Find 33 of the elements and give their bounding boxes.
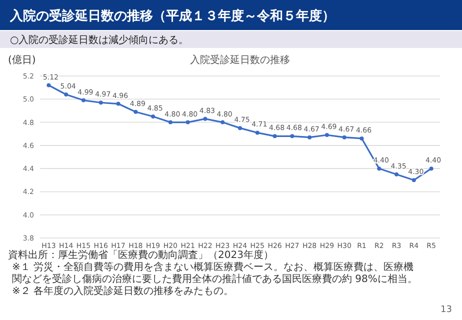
point — [324, 133, 329, 138]
point — [342, 135, 346, 140]
point — [168, 120, 172, 124]
text: 資料出所：厚生労働省「医療費の動向調査」（2023年度） — [8, 249, 274, 261]
point — [429, 166, 434, 171]
chart-subtitle: ○入院の受診延日数は減少傾向にある。 — [10, 34, 189, 46]
point — [186, 120, 190, 124]
text: ※１ 労災・全額自費等の費用を含まない概算医療費ベース。なお、概算医療費は、医療機関などを受診し傷病の治療に要した費用全体の推計値である国民医療費の約 98%に相当。 — [12, 261, 418, 285]
point — [81, 98, 86, 102]
point — [272, 134, 277, 138]
point — [394, 172, 399, 176]
point — [360, 136, 364, 140]
point — [116, 102, 120, 106]
point — [46, 83, 51, 88]
subtitle-banner: ○入院の受診延日数は減少傾向にある。 — [0, 31, 462, 48]
point — [255, 130, 260, 135]
point — [412, 178, 416, 182]
point — [134, 110, 138, 114]
point — [238, 126, 242, 130]
text: ※２ 各年度の入院受診延日数の推移をみたもの。 — [12, 285, 234, 297]
y-axis-title: (億日) — [8, 54, 36, 66]
point — [377, 166, 382, 171]
text: 入院受診延日数の推移 — [190, 54, 290, 66]
point — [290, 134, 294, 138]
text: 13 — [440, 305, 452, 315]
title-banner: 入院の受診延日数の推移（平成１３年度～令和５年度） — [0, 0, 462, 30]
point — [151, 114, 156, 118]
point — [98, 100, 103, 105]
chart-title: 入院の受診延日数の推移（平成１３年度～令和５年度） — [9, 8, 335, 24]
point — [220, 120, 225, 124]
point — [308, 135, 312, 140]
point — [203, 116, 208, 121]
point — [64, 92, 68, 97]
